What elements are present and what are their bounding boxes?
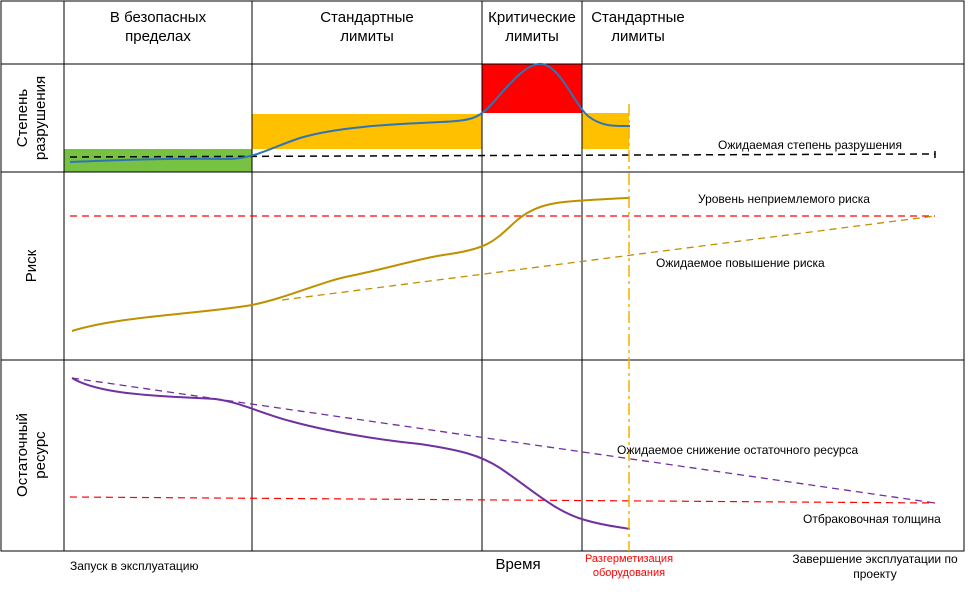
end-label: Завершение эксплуатации по проекту	[782, 552, 968, 582]
header-standard-2-line2: лимиты	[611, 28, 665, 45]
grid-lines	[0, 0, 965, 552]
damage-curve	[69, 62, 631, 163]
expected-risk-line	[281, 215, 936, 301]
rejection-thickness-line	[69, 496, 936, 504]
start-label: Запуск в эксплуатацию	[70, 559, 199, 573]
header-safe: В безопасных пределах	[64, 8, 252, 46]
header-standard-1: Стандартные лимиты	[252, 8, 482, 46]
expected-life-label: Ожидаемое снижение остаточного ресурса	[617, 443, 859, 457]
end-label-line2: проекту	[853, 567, 897, 581]
row-label-damage-line1: Степень	[14, 88, 31, 148]
time-axis-label: Время	[495, 556, 541, 573]
header-critical: Критические лимиты	[482, 8, 582, 46]
standard-zone-1	[252, 114, 482, 149]
expected-risk-label: Ожидаемое повышение риска	[656, 256, 825, 270]
header-safe-line2: пределах	[125, 28, 191, 45]
depressurization-label: Разгерметизация оборудования	[578, 552, 680, 580]
depressurization-label-line2: оборудования	[592, 567, 666, 579]
header-critical-line2: лимиты	[505, 28, 559, 45]
expected-life-line	[71, 377, 936, 504]
expected-damage-label: Ожидаемая степень разрушения	[718, 138, 902, 152]
end-label-line1: Завершение эксплуатации по	[792, 552, 958, 566]
row-label-life-line1: Остаточный	[14, 413, 31, 497]
header-standard-2: Стандартные лимиты	[582, 8, 694, 46]
standard-zone-2	[582, 113, 629, 149]
critical-zone	[482, 64, 582, 113]
row-label-damage-line2: разрушения	[32, 75, 49, 161]
expected-damage-line	[69, 153, 936, 158]
row-label-damage: Степень разрушения	[14, 66, 50, 170]
header-standard-1-line1: Стандартные	[320, 9, 414, 26]
safe-zone	[64, 149, 252, 172]
header-standard-2-line1: Стандартные	[591, 9, 685, 26]
row-label-life: Остаточный ресурс	[14, 403, 50, 507]
life-curve	[71, 377, 631, 530]
row-label-risk: Риск	[23, 226, 41, 306]
row-label-risk-text: Риск	[23, 249, 40, 283]
header-critical-line1: Критические	[488, 9, 576, 26]
header-safe-line1: В безопасных	[109, 9, 207, 26]
rejection-thickness-label: Отбраковочная толщина	[803, 512, 941, 526]
row-label-life-line2: ресурс	[32, 431, 49, 479]
unacceptable-risk-label: Уровень неприемлемого риска	[698, 192, 870, 206]
risk-curve	[71, 197, 631, 332]
header-standard-1-line2: лимиты	[340, 28, 394, 45]
depressurization-label-line1: Разгерметизация	[584, 553, 674, 565]
